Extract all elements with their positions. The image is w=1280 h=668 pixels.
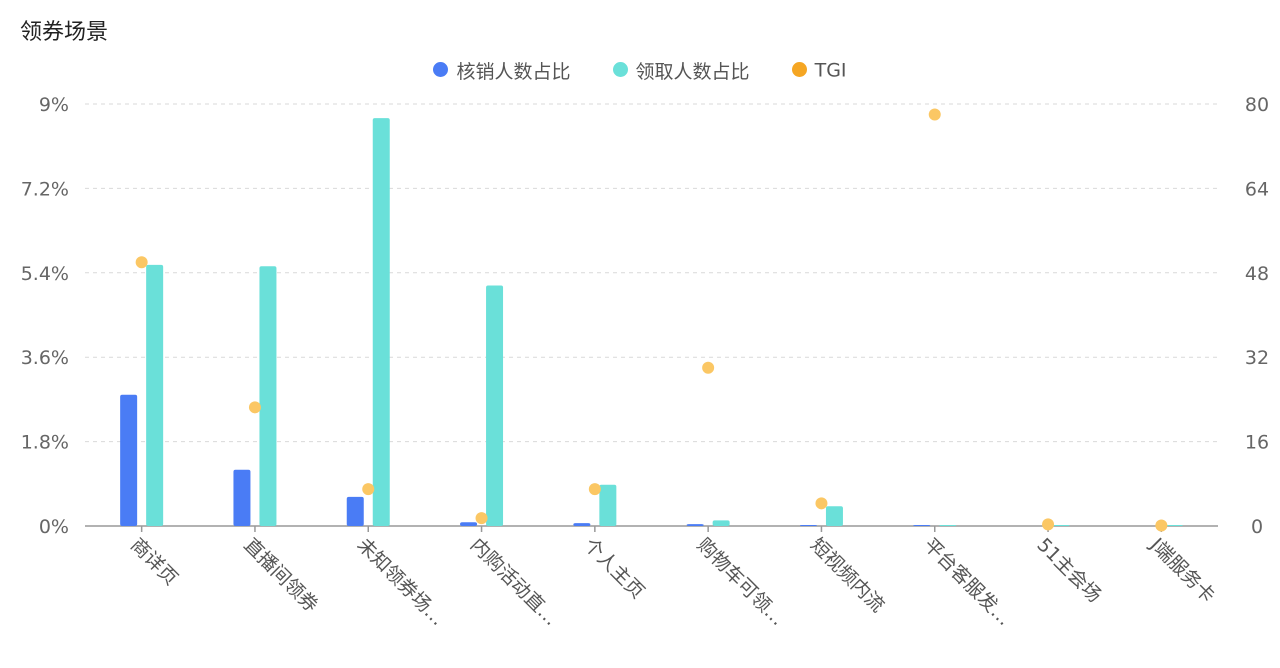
x-tick-label: 平台客服发… bbox=[919, 534, 1015, 630]
y-right-tick-label: 0 bbox=[1251, 516, 1263, 538]
axes: 9% 80 7.2% 64 5.4% 48 3.6% 32 1.8% 16 0% 0 商详页 直播间领券未… bbox=[21, 94, 1269, 630]
y-right-tick-label: 16 bbox=[1245, 432, 1269, 454]
y-left-tick-label: 9% bbox=[39, 94, 69, 116]
bar-claimed[interactable] bbox=[259, 266, 277, 526]
bar-verified[interactable] bbox=[120, 394, 138, 526]
legend-item-tgi[interactable]: TGI bbox=[791, 59, 847, 82]
legend-label-claimed: 领取人数占比 bbox=[635, 61, 750, 83]
legend-swatch-tgi bbox=[791, 62, 807, 78]
x-tick-label: J端服务卡 bbox=[1145, 533, 1219, 607]
y-right-tick-label: 80 bbox=[1245, 94, 1269, 116]
tgi-point[interactable] bbox=[928, 108, 941, 121]
y-right-tick-label: 48 bbox=[1245, 263, 1269, 285]
tgi-point[interactable] bbox=[475, 512, 488, 525]
bar-claimed[interactable] bbox=[146, 264, 164, 526]
y-right-tick-label: 64 bbox=[1245, 178, 1269, 200]
x-tick-label: 个人主页 bbox=[579, 534, 648, 603]
legend-swatch-claimed bbox=[612, 62, 628, 77]
bar-verified[interactable] bbox=[799, 525, 817, 526]
tgi-point[interactable] bbox=[248, 401, 261, 414]
x-tick-label: 直播间领券 bbox=[239, 534, 322, 617]
x-tick-label: 未知领券场… bbox=[353, 534, 449, 630]
bar-claimed[interactable] bbox=[939, 525, 957, 526]
y-left-tick-label: 0% bbox=[39, 516, 69, 538]
legend-label-tgi: TGI bbox=[814, 59, 847, 82]
grid-lines bbox=[85, 103, 1218, 443]
bar-verified[interactable] bbox=[233, 469, 251, 526]
tgi-point[interactable] bbox=[135, 256, 148, 269]
y-left-tick-label: 1.8% bbox=[21, 432, 69, 454]
legend: 核销人数占比 领取人数占比 TGI bbox=[0, 57, 1280, 84]
bar-verified[interactable] bbox=[573, 523, 591, 526]
tgi-point[interactable] bbox=[1042, 518, 1055, 531]
bar-claimed[interactable] bbox=[599, 484, 617, 526]
y-left-tick-label: 7.2% bbox=[21, 178, 69, 200]
bar-claimed[interactable] bbox=[825, 506, 843, 526]
x-tick-label: 购物车可领… bbox=[693, 534, 789, 630]
legend-label-verified: 核销人数占比 bbox=[456, 61, 571, 83]
tgi-point[interactable] bbox=[588, 483, 601, 496]
y-right-tick-label: 32 bbox=[1245, 347, 1269, 369]
x-tick-label: 商详页 bbox=[126, 534, 182, 590]
bar-verified[interactable] bbox=[346, 496, 364, 526]
bar-claimed[interactable] bbox=[1165, 525, 1183, 526]
bar-claimed[interactable] bbox=[486, 285, 504, 526]
bar-claimed[interactable] bbox=[712, 520, 730, 526]
y-left-tick-label: 5.4% bbox=[21, 263, 69, 285]
bar-claimed[interactable] bbox=[372, 118, 390, 527]
tgi-point[interactable] bbox=[815, 497, 828, 510]
x-tick-label: 短视频内流 bbox=[806, 534, 889, 617]
x-tick-label: 内购活动直… bbox=[466, 534, 562, 630]
bars bbox=[120, 118, 1183, 527]
bar-claimed[interactable] bbox=[1052, 525, 1070, 526]
legend-swatch-verified bbox=[433, 62, 449, 77]
legend-item-claimed[interactable]: 领取人数占比 bbox=[612, 57, 750, 84]
bar-verified[interactable] bbox=[913, 525, 931, 526]
chart-title: 领券场景 bbox=[20, 20, 109, 45]
tgi-point[interactable] bbox=[362, 483, 375, 496]
tgi-point[interactable] bbox=[702, 361, 715, 374]
tgi-points bbox=[135, 108, 1168, 532]
bar-verified[interactable] bbox=[460, 522, 478, 526]
bar-verified[interactable] bbox=[686, 524, 704, 526]
y-left-tick-label: 3.6% bbox=[21, 347, 69, 369]
x-tick-label: 51主会场 bbox=[1033, 534, 1106, 607]
tgi-point[interactable] bbox=[1155, 519, 1168, 532]
legend-item-verified[interactable]: 核销人数占比 bbox=[433, 57, 570, 84]
